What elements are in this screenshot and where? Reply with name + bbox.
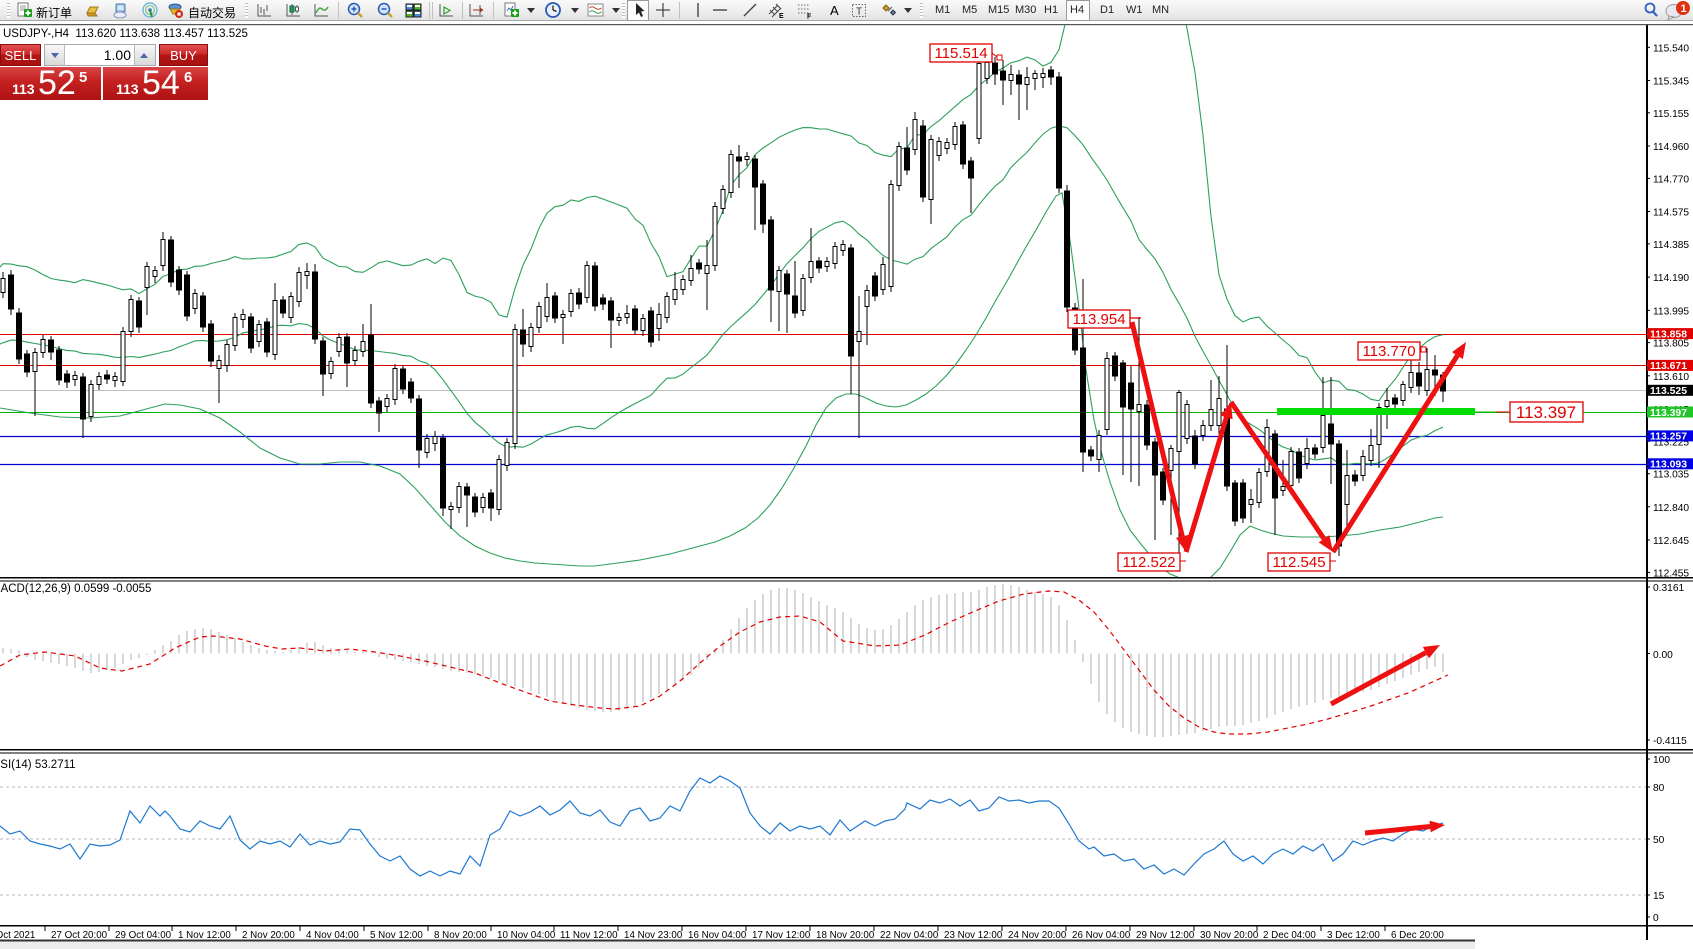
svg-text:113.858: 113.858 — [1650, 329, 1687, 340]
svg-text:29 Oct 04:00: 29 Oct 04:00 — [115, 930, 172, 941]
svg-text:112.840: 112.840 — [1653, 503, 1689, 514]
svg-text:26 Oct 2021: 26 Oct 2021 — [0, 930, 35, 941]
svg-text:14 Nov 23:00: 14 Nov 23:00 — [624, 930, 683, 941]
svg-text:2 Nov 20:00: 2 Nov 20:00 — [242, 930, 295, 941]
svg-text:E: E — [779, 13, 784, 19]
svg-text:100: 100 — [1653, 755, 1670, 766]
svg-text:113.093: 113.093 — [1650, 460, 1687, 471]
svg-text:3 Dec 12:00: 3 Dec 12:00 — [1327, 930, 1380, 941]
svg-text:113.995: 113.995 — [1653, 306, 1689, 317]
svg-text:113.805: 113.805 — [1653, 339, 1689, 350]
svg-text:RSI(14) 53.2711: RSI(14) 53.2711 — [0, 759, 76, 771]
svg-text:113.770: 113.770 — [1362, 343, 1415, 360]
svg-text:0: 0 — [1653, 913, 1659, 924]
svg-text:29 Nov 12:00: 29 Nov 12:00 — [1136, 930, 1195, 941]
svg-text:114.575: 114.575 — [1653, 208, 1689, 219]
svg-text:115.514: 115.514 — [934, 45, 987, 62]
svg-text:16 Nov 04:00: 16 Nov 04:00 — [688, 930, 747, 941]
svg-text:113.954: 113.954 — [1072, 311, 1125, 328]
svg-text:115.155: 115.155 — [1653, 109, 1689, 120]
svg-text:15: 15 — [1653, 891, 1665, 902]
svg-text:113.397: 113.397 — [1650, 408, 1687, 419]
svg-text:113.525: 113.525 — [1650, 386, 1687, 397]
svg-text:2 Dec 04:00: 2 Dec 04:00 — [1263, 930, 1316, 941]
svg-text:22 Nov 04:00: 22 Nov 04:00 — [880, 930, 939, 941]
svg-text:4 Nov 04:00: 4 Nov 04:00 — [306, 930, 359, 941]
svg-text:23 Nov 12:00: 23 Nov 12:00 — [944, 930, 1003, 941]
svg-text:30 Nov 20:00: 30 Nov 20:00 — [1200, 930, 1259, 941]
svg-text:USDJPY-,H4 113.620 113.638 11: USDJPY-,H4 113.620 113.638 113.457 113.5… — [3, 28, 248, 40]
svg-text:8 Nov 20:00: 8 Nov 20:00 — [434, 930, 487, 941]
svg-text:11 Nov 12:00: 11 Nov 12:00 — [560, 930, 618, 941]
svg-text:T: T — [856, 7, 862, 18]
svg-text:114.960: 114.960 — [1653, 142, 1689, 153]
svg-text:112.522: 112.522 — [1122, 554, 1175, 571]
svg-text:113.671: 113.671 — [1650, 361, 1687, 372]
svg-text:17 Nov 12:00: 17 Nov 12:00 — [752, 930, 811, 941]
svg-text:115.345: 115.345 — [1653, 77, 1689, 88]
svg-text:10 Nov 04:00: 10 Nov 04:00 — [497, 930, 556, 941]
svg-text:50: 50 — [1653, 835, 1665, 846]
svg-text:27 Oct 20:00: 27 Oct 20:00 — [51, 930, 108, 941]
svg-text:1 Nov 12:00: 1 Nov 12:00 — [178, 930, 231, 941]
svg-text:26 Nov 04:00: 26 Nov 04:00 — [1072, 930, 1131, 941]
svg-text:18 Nov 20:00: 18 Nov 20:00 — [816, 930, 875, 941]
svg-text:113.225: 113.225 — [1653, 437, 1689, 448]
svg-text:113.610: 113.610 — [1653, 372, 1689, 383]
svg-text:F: F — [807, 14, 812, 20]
svg-text:24 Nov 20:00: 24 Nov 20:00 — [1008, 930, 1067, 941]
svg-text:112.455: 112.455 — [1653, 568, 1689, 579]
svg-text:5 Nov 12:00: 5 Nov 12:00 — [370, 930, 423, 941]
svg-text:6 Dec 20:00: 6 Dec 20:00 — [1391, 930, 1444, 941]
svg-text:MACD(12,26,9) 0.0599 -0.0055: MACD(12,26,9) 0.0599 -0.0055 — [0, 583, 151, 595]
svg-text:113.035: 113.035 — [1653, 470, 1689, 481]
svg-text:113.397: 113.397 — [1516, 403, 1576, 422]
svg-text:113.257: 113.257 — [1650, 432, 1687, 443]
svg-text:114.190: 114.190 — [1653, 273, 1689, 284]
svg-text:115.540: 115.540 — [1653, 43, 1689, 54]
svg-text:-0.4115: -0.4115 — [1653, 736, 1687, 747]
svg-text:114.385: 114.385 — [1653, 240, 1689, 251]
svg-text:1: 1 — [1681, 3, 1687, 15]
svg-text:0.3161: 0.3161 — [1653, 583, 1684, 594]
svg-text:80: 80 — [1653, 783, 1665, 794]
svg-text:114.770: 114.770 — [1653, 174, 1689, 185]
svg-text:112.645: 112.645 — [1653, 536, 1689, 547]
svg-text:112.545: 112.545 — [1272, 554, 1325, 571]
svg-text:0.00: 0.00 — [1653, 650, 1673, 661]
